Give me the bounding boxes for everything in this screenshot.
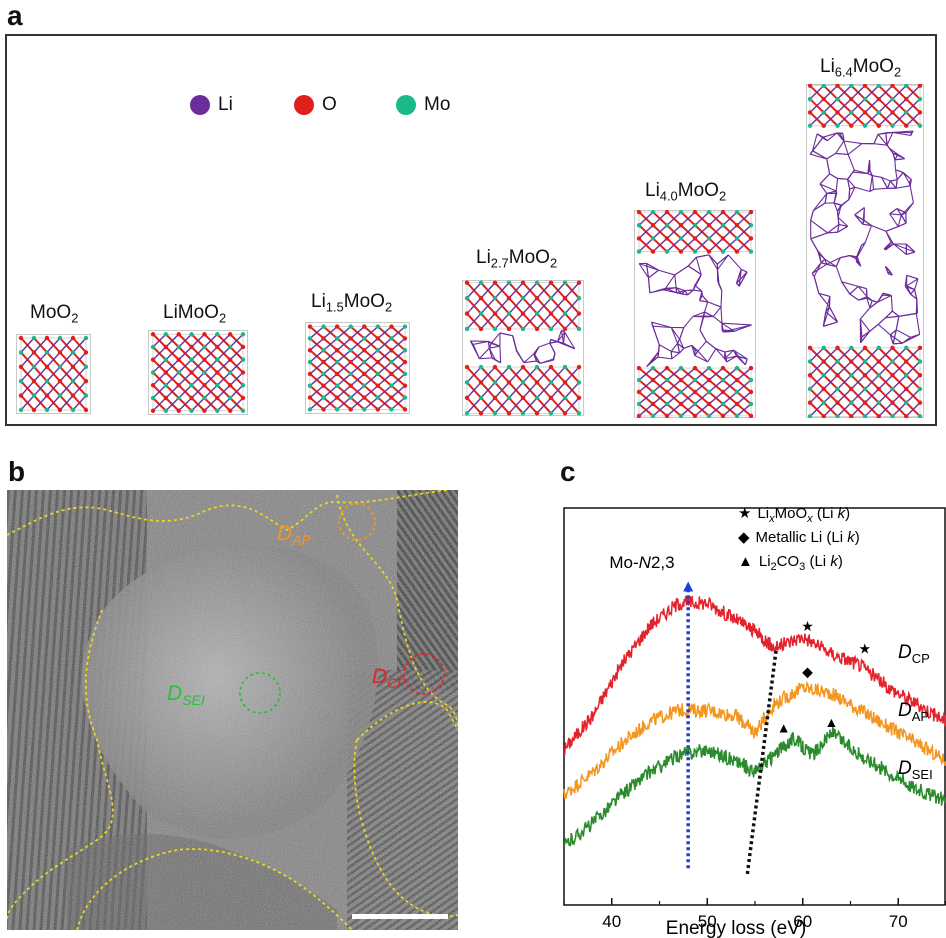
panel-label-c: c bbox=[560, 456, 576, 487]
tem-label-cp: DCP bbox=[372, 665, 407, 691]
legend-o: O bbox=[294, 94, 337, 116]
structure-label-3: Li2.7MoO2 bbox=[476, 247, 558, 271]
x-axis-label: Energy loss (eV) bbox=[666, 918, 806, 938]
legend-entry-metallic-li: ◆ Metallic Li (Li k) bbox=[738, 529, 860, 546]
marker-triangle-3: ▲ bbox=[777, 720, 791, 736]
marker-star-1: ★ bbox=[859, 641, 872, 657]
series-label-ap: DAP bbox=[898, 700, 929, 724]
crystal-layer bbox=[807, 345, 923, 418]
cell-box bbox=[148, 330, 248, 415]
panel-a-frame bbox=[5, 34, 937, 426]
cell-box bbox=[305, 322, 410, 414]
x-tick-label-40: 40 bbox=[602, 912, 621, 931]
crystal-layer bbox=[307, 324, 408, 412]
structure-li4.0moo2 bbox=[634, 210, 756, 418]
x-tick-label-60: 60 bbox=[793, 912, 812, 931]
eels-chart: ★ ★ ◆ ▲ ▲ 40 50 60 70 Energy loss (eV) ★ LixMoOx… bbox=[563, 505, 946, 938]
tem-ap-circle bbox=[338, 503, 376, 541]
chart-series bbox=[563, 581, 946, 875]
crystal-layer bbox=[464, 364, 582, 416]
marker-star-0: ★ bbox=[801, 618, 814, 634]
series-line-d_ap bbox=[563, 680, 946, 800]
tem-sei-circle bbox=[239, 672, 281, 714]
structure-li1.5moo2 bbox=[305, 322, 410, 414]
panel-label-a: a bbox=[7, 0, 23, 31]
lithium-network bbox=[809, 130, 921, 345]
chart-legend: ★ LixMoOx (Li k) ◆ Metallic Li (Li k) ▲ Li2… bbox=[738, 505, 860, 573]
tem-grain bbox=[7, 490, 458, 930]
mo-edge-arrow bbox=[683, 581, 694, 592]
crystal-layer bbox=[18, 335, 89, 413]
lithium-network bbox=[638, 254, 752, 367]
tem-cp-circle bbox=[403, 653, 445, 695]
structure-li6.4moo2 bbox=[806, 84, 924, 418]
structure-moo2 bbox=[16, 334, 91, 414]
legend-entry-li2co3: ▲ Li2CO3 (Li k) bbox=[738, 553, 843, 573]
legend-mo: Mo bbox=[396, 94, 450, 116]
crystal-layer bbox=[807, 84, 923, 128]
structure-label-4: Li4.0MoO2 bbox=[645, 180, 727, 204]
legend-li-label: Li bbox=[218, 94, 233, 115]
chart-ticks: 40 50 60 70 bbox=[563, 898, 946, 931]
structure-label-0: MoO2 bbox=[30, 302, 79, 326]
li-dot-icon bbox=[190, 95, 210, 115]
legend-entry-lixmoox: ★ LixMoOx (Li k) bbox=[738, 505, 850, 525]
o-dot-icon bbox=[294, 95, 314, 115]
x-tick-label-70: 70 bbox=[889, 912, 908, 931]
structure-label-5: Li6.4MoO2 bbox=[820, 56, 902, 80]
panel-label-b: b bbox=[8, 456, 26, 487]
tem-label-ap: DAP bbox=[277, 522, 312, 548]
series-label-sei: DSEI bbox=[898, 758, 933, 782]
lithium-network bbox=[469, 329, 576, 364]
scale-bar bbox=[352, 914, 448, 919]
li-edge-line bbox=[745, 650, 778, 875]
cell-box bbox=[462, 280, 584, 416]
series-label-cp: DCP bbox=[898, 642, 930, 666]
crystal-layer bbox=[636, 365, 754, 418]
series-line-d_cp bbox=[563, 595, 946, 756]
crystal-layer bbox=[636, 210, 754, 254]
legend-li: Li bbox=[190, 94, 233, 116]
legend-mo-label: Mo bbox=[424, 94, 451, 115]
x-tick-label-50: 50 bbox=[698, 912, 717, 931]
crystal-layer bbox=[464, 280, 582, 332]
series-line-d_sei bbox=[563, 726, 946, 847]
mo-dot-icon bbox=[396, 95, 416, 115]
marker-diamond-2: ◆ bbox=[802, 663, 813, 679]
mo-n23-annotation: Mo-N2,3 bbox=[609, 553, 674, 572]
structure-label-1: LiMoO2 bbox=[163, 302, 227, 326]
chart-markers: ★ ★ ◆ ▲ ▲ bbox=[777, 618, 871, 736]
crystal-layer bbox=[150, 332, 246, 413]
tem-label-sei: DSEI bbox=[167, 682, 205, 708]
structure-limoo2 bbox=[148, 330, 248, 415]
legend-o-label: O bbox=[322, 94, 337, 115]
cell-box bbox=[16, 334, 91, 414]
structure-label-2: Li1.5MoO2 bbox=[311, 291, 393, 315]
marker-triangle-4: ▲ bbox=[824, 714, 838, 730]
structure-li2.7moo2 bbox=[462, 280, 584, 416]
cell-box bbox=[634, 210, 756, 418]
tem-image: DAP DSEI DCP bbox=[7, 490, 458, 930]
